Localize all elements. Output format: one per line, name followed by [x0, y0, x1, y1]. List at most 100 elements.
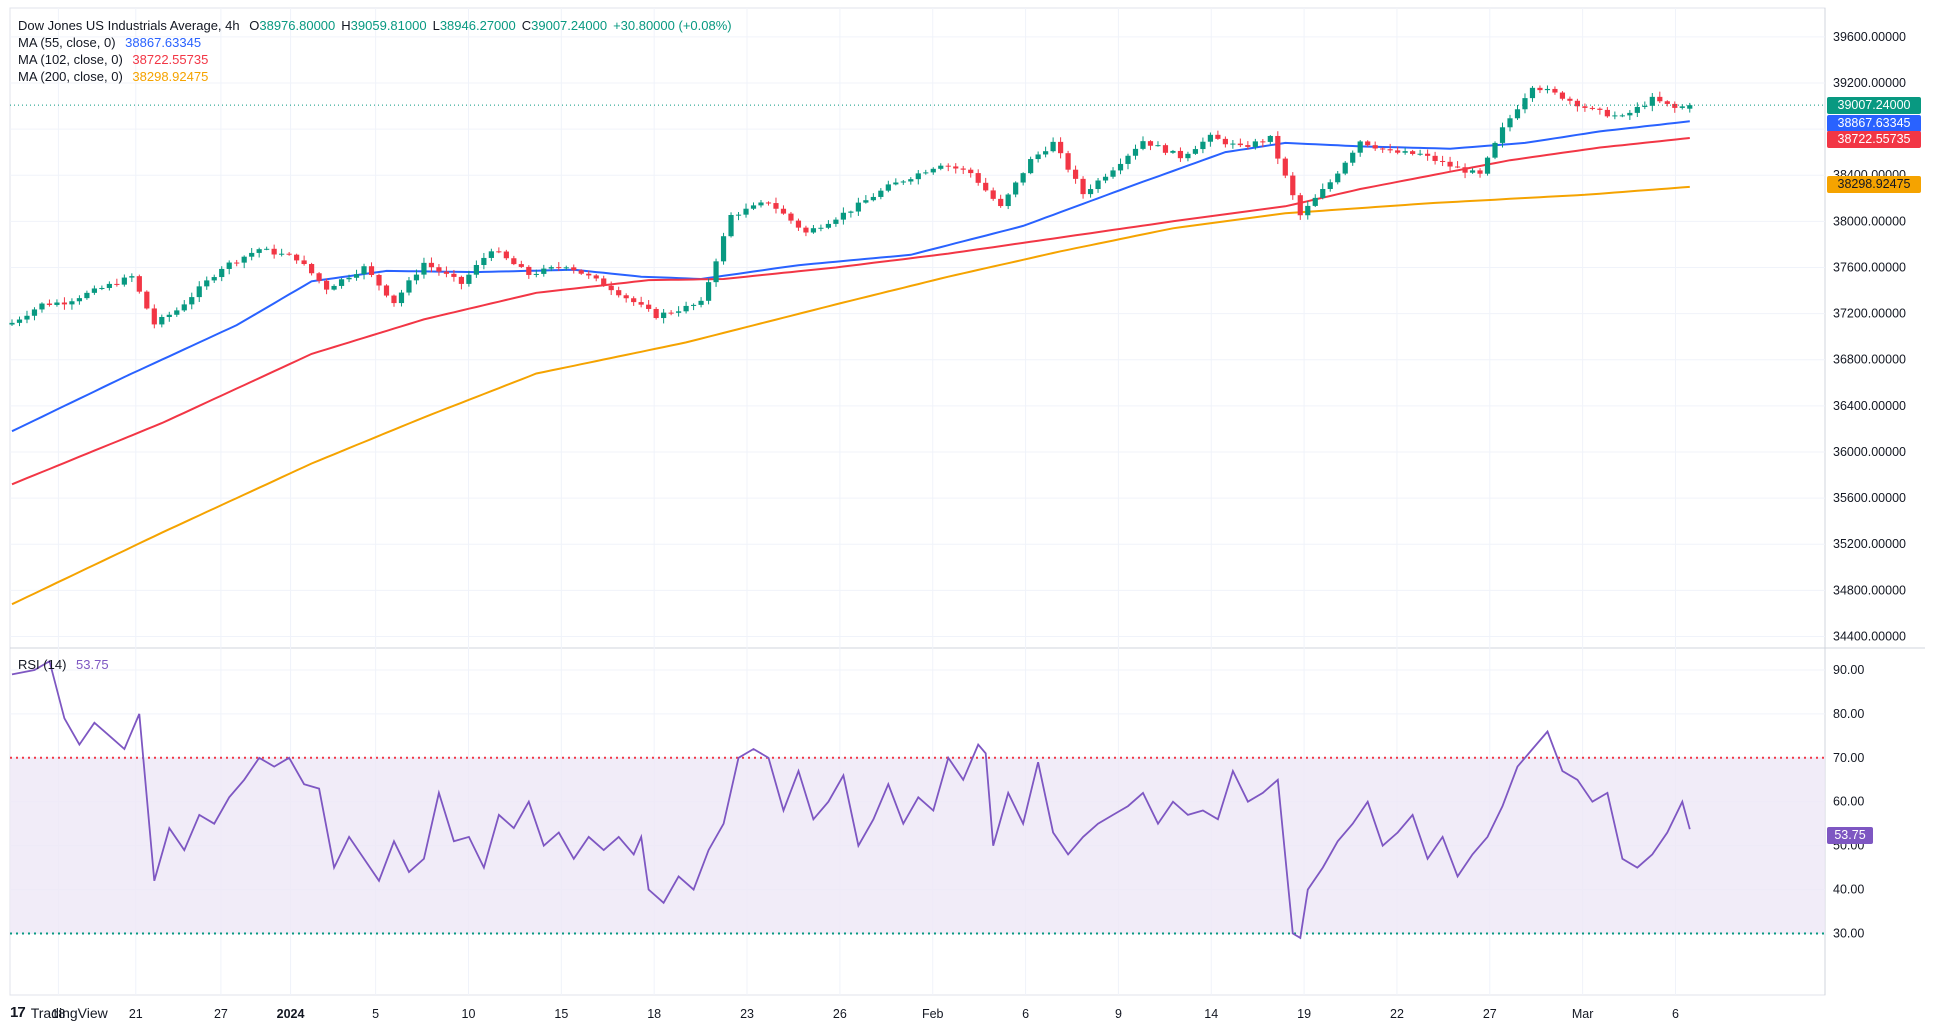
candle-body [556, 267, 562, 269]
candle [144, 290, 150, 310]
candle [1290, 172, 1296, 200]
time-tick-label: 19 [1297, 1007, 1311, 1021]
rsi-tick-label: 40.00 [1833, 883, 1864, 897]
candle-body [1080, 178, 1086, 195]
candle [338, 277, 345, 289]
candle-body [1020, 173, 1026, 183]
candle-body [466, 274, 472, 284]
candle [1320, 183, 1326, 200]
candle [870, 193, 876, 202]
candle-body [908, 179, 914, 182]
candle [765, 201, 772, 206]
candle-body [1200, 141, 1206, 150]
tradingview-brand[interactable]: 17 TradingView [10, 1004, 108, 1021]
candle-body [1604, 109, 1610, 117]
candle [1657, 91, 1663, 104]
candle-body [316, 273, 322, 281]
candle-body [1117, 163, 1124, 171]
candle [1619, 113, 1625, 118]
candle [885, 180, 891, 193]
candle-body [1649, 96, 1655, 106]
candle [1350, 150, 1356, 166]
candle-body [998, 198, 1004, 207]
candle-body [1342, 162, 1348, 174]
candle-body [1177, 150, 1184, 159]
legend-h: 39059.81000 [350, 18, 427, 33]
candle [773, 197, 779, 214]
time-tick-label: 2024 [277, 1007, 305, 1021]
candle-body [1237, 143, 1243, 146]
candle [189, 292, 195, 310]
candle-body [1627, 112, 1633, 116]
candle-body [533, 273, 539, 275]
candle [631, 296, 637, 306]
candle-body [1559, 92, 1566, 99]
candle [1417, 149, 1423, 156]
candle [31, 307, 38, 321]
time-tick-label: 27 [1483, 1007, 1497, 1021]
candle [720, 232, 727, 265]
candle-body [788, 213, 794, 221]
candles[interactable] [9, 85, 1825, 329]
candle-body [586, 273, 592, 276]
candle-body [803, 227, 809, 233]
candle [1642, 101, 1648, 110]
candle-body [833, 219, 839, 224]
ma102-price-label: 38722.55735 [1827, 131, 1921, 148]
candle-body [1395, 150, 1401, 153]
candle [945, 163, 951, 172]
candle [443, 266, 450, 278]
candle [1222, 136, 1228, 148]
candle-body [683, 305, 689, 312]
candle [1492, 141, 1498, 160]
candle [1425, 149, 1431, 161]
candle-body [1335, 173, 1341, 183]
candle [279, 248, 285, 257]
candle-body [668, 312, 674, 314]
candle [1117, 158, 1124, 175]
candle [346, 274, 352, 283]
candle-body [1207, 134, 1213, 142]
candle-body [646, 304, 652, 309]
candle-body [264, 248, 270, 250]
candle [353, 269, 360, 281]
candle-body [1230, 143, 1236, 145]
candle-body [481, 257, 487, 266]
candle [114, 278, 120, 287]
candle [1080, 176, 1086, 199]
candle [241, 255, 247, 269]
candle [586, 270, 592, 279]
main-legend: Dow Jones US Industrials Average, 4h O38… [18, 17, 744, 34]
candle-body [1657, 96, 1663, 102]
candle [608, 281, 614, 295]
candle [406, 276, 412, 296]
candle [511, 255, 517, 266]
candle-body [376, 274, 382, 286]
candle-body [1477, 170, 1483, 174]
candle [61, 297, 68, 310]
candle-body [1537, 87, 1543, 91]
candle [893, 178, 899, 186]
legend-o-label: O [249, 18, 260, 33]
candle-body [1365, 141, 1371, 146]
candle-body [1290, 175, 1296, 196]
candle-body [331, 285, 337, 290]
candle [166, 311, 172, 322]
rsi-price-label: 53.75 [1827, 827, 1873, 844]
candle [211, 274, 217, 283]
candle [1043, 146, 1049, 158]
candle-body [1312, 197, 1318, 206]
candle-body [1552, 88, 1558, 93]
candle-body [234, 262, 240, 264]
candle [391, 294, 397, 307]
candle-body [136, 276, 142, 292]
candle-body [436, 267, 442, 272]
ma200-price-label: 38298.92475 [1827, 176, 1921, 193]
candle-body [1050, 141, 1056, 152]
candle-body [69, 301, 75, 305]
candle [234, 259, 240, 267]
candle [331, 284, 337, 291]
candle-body [1110, 170, 1116, 177]
candle-body [1619, 115, 1625, 117]
